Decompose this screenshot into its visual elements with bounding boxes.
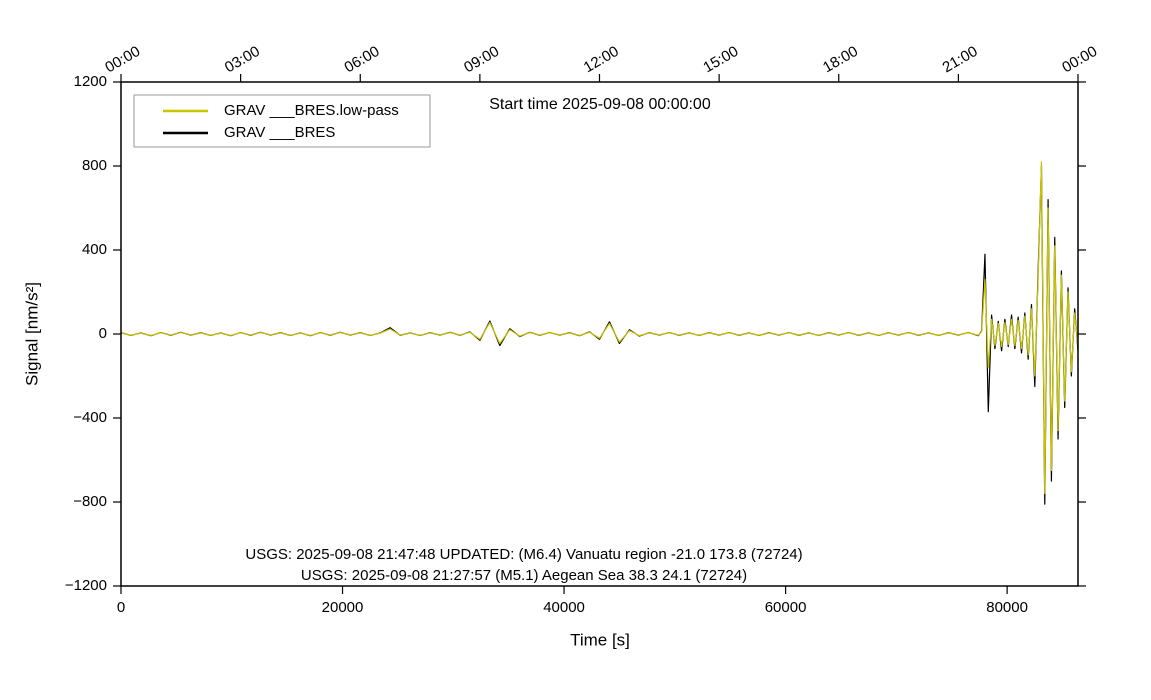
legend-label: GRAV ___BRES.low-pass bbox=[224, 102, 399, 119]
y-tick-label: 800 bbox=[82, 157, 107, 174]
x-tick-label: 0 bbox=[117, 599, 125, 616]
series-line bbox=[120, 161, 1079, 495]
y-tick-label: −400 bbox=[73, 409, 107, 426]
legend-label: GRAV ___BRES bbox=[224, 124, 335, 141]
x-tick-label: 80000 bbox=[986, 599, 1028, 616]
y-tick-label: −1200 bbox=[65, 577, 107, 594]
y-tick-label: 0 bbox=[99, 325, 107, 342]
legend: GRAV ___BRES.low-pass GRAV ___BRES bbox=[133, 94, 431, 148]
y-axis-label: Signal [nm/s²] bbox=[22, 282, 41, 386]
annotation: USGS: 2025-09-08 21:27:57 (M5.1) Aegean … bbox=[301, 567, 747, 584]
plot-area bbox=[120, 161, 1079, 505]
x-tick-label: 60000 bbox=[765, 599, 807, 616]
chart-title: Start time 2025-09-08 00:00:00 bbox=[489, 96, 711, 113]
y-tick-label: 1200 bbox=[74, 73, 107, 90]
x-tick-label: 20000 bbox=[322, 599, 364, 616]
x-axis-label: Time [s] bbox=[570, 630, 630, 649]
x-tick-label: 40000 bbox=[543, 599, 585, 616]
y-tick-label: 400 bbox=[82, 241, 107, 258]
y-tick-label: −800 bbox=[73, 493, 107, 510]
annotation: USGS: 2025-09-08 21:47:48 UPDATED: (M6.4… bbox=[245, 546, 802, 563]
legend-box bbox=[133, 94, 431, 148]
